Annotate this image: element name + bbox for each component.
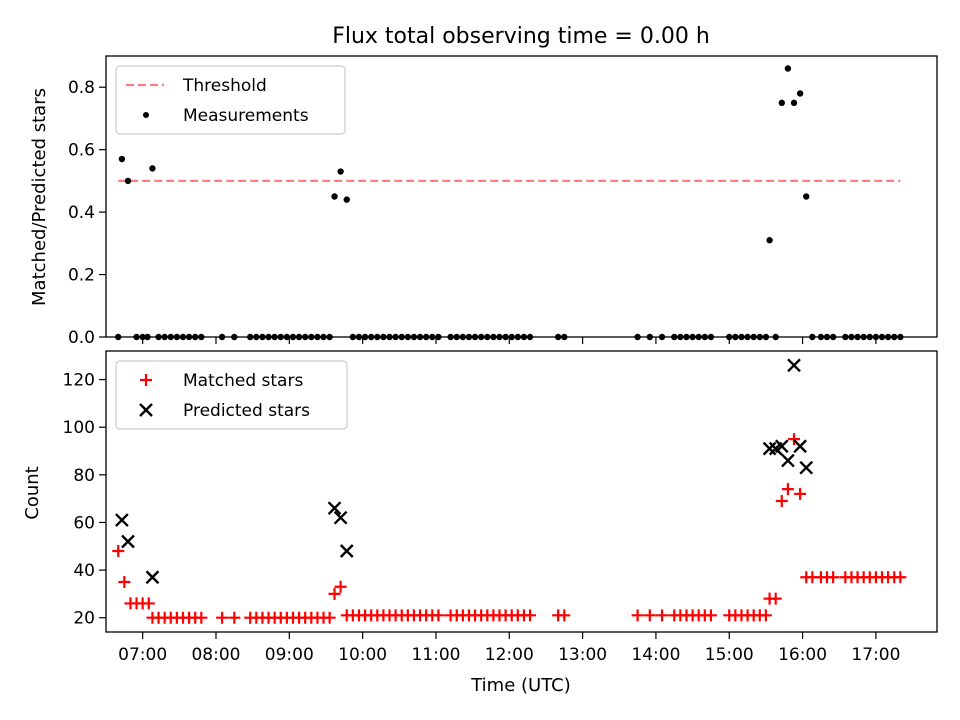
- matched-star-point: [643, 609, 656, 622]
- measurement-point: [149, 165, 156, 172]
- predicted-star-point: [333, 510, 348, 525]
- predicted-star-point: [327, 501, 342, 516]
- x-tick-label: 07:00: [118, 645, 167, 665]
- predicted-star-point: [115, 513, 129, 527]
- top-y-axis-label: Matched/Predicted stars: [29, 88, 50, 306]
- measurement-point: [778, 99, 785, 107]
- predicted-star-point: [787, 358, 801, 373]
- legend: Matched stars Predicted stars: [115, 360, 348, 430]
- matched-star-point: [323, 611, 336, 624]
- y-tick-label: 40: [73, 561, 95, 581]
- measurement-point: [784, 65, 792, 72]
- y-tick-label: 0.2: [68, 266, 95, 286]
- matched-star-point: [704, 609, 717, 622]
- matched-star-point: [558, 609, 571, 622]
- predicted-star-point: [793, 439, 807, 454]
- legend: Threshold Measurements: [115, 65, 346, 135]
- y-tick-label: 60: [73, 513, 95, 533]
- matched-star-point: [827, 571, 840, 584]
- predicted-star-point: [121, 534, 135, 549]
- y-tick-label: 0.8: [68, 78, 95, 98]
- x-tick-label: 12:00: [485, 645, 534, 665]
- y-tick-label: 80: [73, 466, 95, 486]
- legend-box: [115, 360, 348, 430]
- matched-star-point: [216, 611, 229, 624]
- matched-star-point: [769, 592, 782, 605]
- matched-star-point: [656, 609, 669, 622]
- x-tick-label: 08:00: [191, 645, 240, 665]
- y-tick-label: 120: [63, 371, 95, 391]
- matched-star-point: [794, 487, 807, 500]
- matched-star-point: [142, 597, 155, 610]
- x-tick-label: 16:00: [778, 645, 827, 665]
- measurement-point: [796, 90, 804, 97]
- legend-label: Threshold: [182, 76, 267, 96]
- plot-frame: [105, 55, 938, 338]
- predicted-star-point: [799, 460, 814, 475]
- ratio-panel: 0.0 0.2 0.4 0.6 0.8 Threshold Measurements: [68, 55, 938, 348]
- x-tick-label: 11:00: [411, 645, 460, 665]
- legend-measurement-swatch: [143, 112, 149, 118]
- matched-star-point: [432, 609, 445, 622]
- plot-frame: [105, 350, 938, 633]
- matched-star-point: [894, 571, 907, 584]
- legend-label: Measurements: [183, 106, 309, 126]
- matched-star-point: [334, 580, 347, 593]
- y-tick-label: 0.0: [68, 328, 95, 348]
- x-tick-label: 15:00: [705, 645, 754, 665]
- measurement-point: [124, 177, 132, 185]
- matched-star-point: [228, 611, 241, 624]
- y-tick-label: 0.4: [68, 203, 95, 223]
- x-tick-label: 14:00: [631, 645, 680, 665]
- matched-star-point: [759, 609, 772, 622]
- chart-title: Flux total observing time = 0.00 h: [332, 24, 710, 49]
- measurement-point: [790, 99, 798, 107]
- legend-matched-swatch: [140, 374, 152, 386]
- y-tick-label: 20: [73, 609, 95, 629]
- bottom-y-axis-label: Count: [22, 466, 43, 519]
- measurement-point: [803, 193, 810, 200]
- measurement-point: [118, 155, 126, 163]
- predicted-star-point: [339, 544, 354, 558]
- predicted-star-point: [762, 441, 777, 456]
- matched-star-point: [118, 575, 131, 588]
- predicted-star-point: [145, 570, 160, 585]
- x-tick-label: 13:00: [558, 645, 607, 665]
- matched-star-point: [781, 483, 794, 496]
- legend-predicted-swatch: [139, 403, 153, 417]
- legend-label: Matched stars: [183, 371, 303, 391]
- legend-label: Predicted stars: [183, 401, 310, 421]
- count-panel: 20 40 60 80 100 120 07:00 08:00 09:00 10:00 11:00 1…: [63, 350, 938, 665]
- measurement-point: [766, 237, 773, 244]
- measurement-point: [343, 196, 350, 203]
- x-tick-label: 10:00: [338, 645, 387, 665]
- predicted-star-point: [774, 439, 789, 454]
- y-tick-label: 0.6: [68, 141, 95, 161]
- matched-star-point: [328, 587, 341, 600]
- matched-star-point: [524, 609, 537, 622]
- measurement-point: [337, 168, 344, 175]
- matched-star-point: [631, 609, 644, 622]
- measurement-point: [331, 193, 338, 200]
- x-tick-label: 17:00: [851, 645, 900, 665]
- predicted-star-point: [781, 453, 795, 468]
- y-tick-label: 100: [63, 418, 95, 438]
- matched-star-point: [775, 495, 788, 508]
- x-tick-label: 09:00: [265, 645, 314, 665]
- matched-star-point: [788, 433, 801, 446]
- legend-box: [115, 65, 346, 135]
- matched-star-point: [112, 545, 125, 558]
- x-axis-label: Time (UTC): [470, 675, 571, 696]
- matched-star-point: [195, 611, 208, 624]
